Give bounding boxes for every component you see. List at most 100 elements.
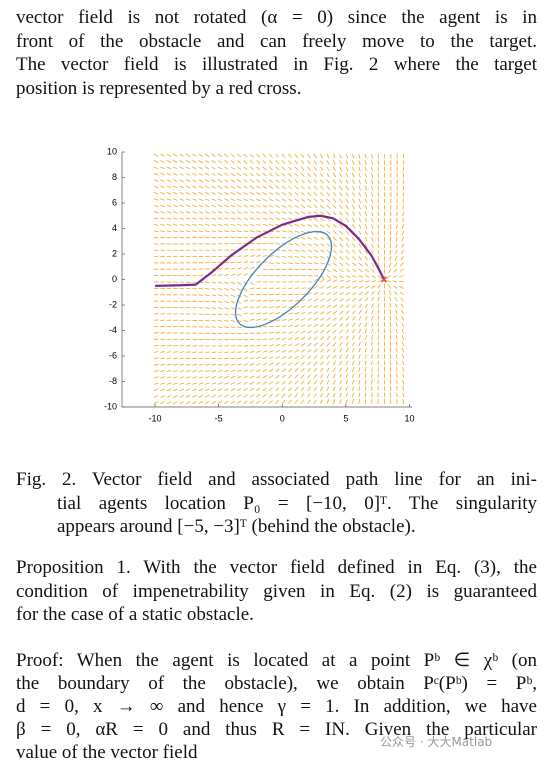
field-arrow [333,361,335,365]
field-arrow [352,336,354,340]
field-arrow [218,288,222,289]
field-arrow [308,349,311,352]
field-arrow [301,294,306,295]
field-arrow [160,389,164,391]
field-arrow [282,350,286,352]
field-arrow [378,322,379,327]
text-line: for the case of a static obstacle. [16,604,537,626]
field-arrow [167,192,171,194]
field-arrow [320,173,323,177]
field-arrow [378,173,379,178]
field-arrow [244,173,248,176]
field-arrow [359,348,361,352]
field-arrow [218,401,222,403]
field-arrow [160,250,165,251]
field-arrow [231,320,235,321]
field-arrow [205,377,209,378]
field-arrow [180,218,184,219]
field-arrow [308,269,313,270]
field-arrow [333,192,336,196]
field-arrow [269,363,273,365]
field-arrow [263,224,267,225]
field-arrow [346,263,350,266]
field-arrow [173,339,178,340]
field-arrow [384,180,385,185]
field-arrow [173,180,177,182]
field-arrow [340,192,343,196]
field-arrow [237,288,241,290]
field-arrow [224,383,228,385]
field-arrow [340,180,342,184]
field-arrow [327,368,330,372]
field-arrow [167,345,172,346]
text-line: condition of impenetrability given in Eq… [16,581,537,603]
field-arrow [320,199,323,202]
field-arrow [320,343,323,346]
field-arrow [231,301,235,303]
field-arrow [320,205,323,208]
field-arrow [384,192,385,197]
field-arrow [333,324,336,327]
field-arrow [250,173,254,176]
field-arrow [180,231,184,232]
field-arrow [390,256,391,260]
field-arrow [167,370,171,371]
field-arrow [384,205,385,210]
field-arrow [173,389,177,391]
field-arrow [250,267,254,269]
field-arrow [154,389,158,391]
field-arrow [199,224,203,225]
field-arrow [199,389,203,391]
field-arrow [295,294,300,295]
field-arrow [359,199,361,203]
field-arrow [244,186,248,188]
field-arrow [402,335,403,339]
field-arrow [173,244,178,245]
field-arrow [365,286,369,288]
field-arrow [327,173,330,177]
field-arrow [154,218,158,219]
field-arrow [314,250,318,252]
field-arrow [160,395,164,397]
field-arrow [276,154,279,157]
field-arrow [295,224,299,226]
field-arrow [282,344,286,346]
field-arrow [199,173,203,175]
field-arrow [327,361,330,365]
field-arrow [295,337,299,339]
field-arrow [212,395,216,397]
field-arrow [346,167,348,171]
field-arrow [346,256,349,259]
field-arrow [263,294,268,295]
field-arrow [167,389,171,391]
field-arrow [352,355,354,359]
field-arrow [333,224,336,227]
field-arrow [308,160,311,164]
field-arrow [320,292,324,294]
field-arrow [212,327,217,328]
field-arrow [231,401,235,404]
field-arrow [308,263,312,264]
field-arrow [167,224,171,225]
field-arrow [250,364,254,366]
field-arrow [308,318,312,320]
field-arrow [237,327,242,328]
field-arrow [212,288,216,289]
field-arrow [250,192,254,194]
field-arrow [256,401,259,404]
field-arrow [212,212,216,214]
field-arrow [333,276,337,278]
field-arrow [395,256,397,260]
field-arrow [402,237,404,241]
field-arrow [186,218,190,219]
field-arrow [263,376,267,378]
field-arrow [346,173,348,177]
field-arrow [244,205,248,207]
field-arrow [327,276,331,279]
field-arrow [320,286,324,289]
field-arrow [154,154,158,156]
field-arrow [340,286,344,288]
field-arrow [256,218,260,219]
field-arrow [295,356,299,359]
field-arrow [282,326,286,327]
